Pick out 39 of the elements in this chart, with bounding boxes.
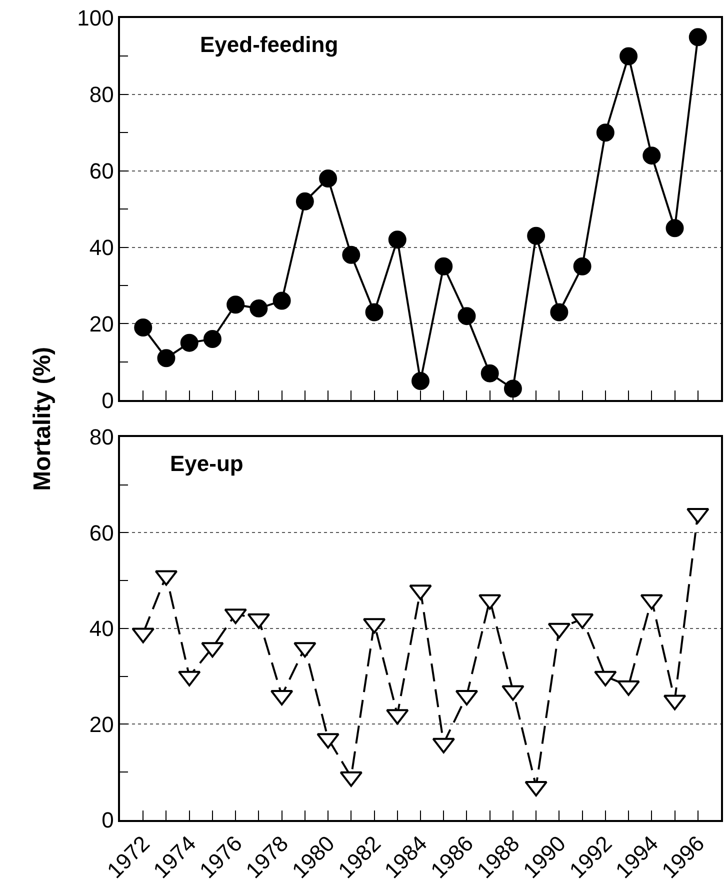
y-tick-label: 100 — [77, 6, 114, 31]
point — [688, 28, 707, 46]
point — [527, 226, 546, 245]
y-tick-label: 0 — [102, 388, 114, 413]
point — [157, 349, 176, 368]
point — [272, 292, 291, 310]
point — [573, 257, 592, 276]
point — [596, 124, 614, 142]
point — [365, 303, 384, 322]
point — [388, 230, 406, 249]
y-tick-label: 0 — [102, 808, 114, 833]
point — [666, 219, 684, 238]
point — [620, 47, 638, 66]
y-tick-label: 60 — [89, 520, 114, 546]
point — [458, 307, 476, 326]
text: Eye-up — [170, 451, 244, 476]
point — [412, 372, 430, 390]
point — [342, 246, 360, 264]
point — [319, 170, 338, 188]
point — [180, 334, 198, 352]
y-tick-label: 40 — [89, 616, 114, 642]
y-axis-title: Mortality (%) — [28, 346, 56, 491]
point — [550, 303, 568, 322]
y-tick-label: 20 — [89, 311, 114, 336]
point — [296, 192, 314, 210]
point — [134, 318, 152, 337]
point — [434, 257, 453, 276]
point — [250, 299, 268, 318]
y-tick-label: 20 — [89, 712, 114, 737]
point — [203, 330, 222, 348]
point — [480, 364, 499, 382]
point — [504, 380, 522, 398]
y-tick-label: 40 — [89, 234, 114, 260]
point — [642, 146, 661, 165]
y-tick-label: 80 — [89, 424, 114, 450]
point — [226, 296, 245, 314]
y-tick-label: 60 — [89, 158, 114, 184]
y-tick-label: 80 — [89, 82, 114, 108]
text: Eyed-feeding — [200, 32, 338, 57]
